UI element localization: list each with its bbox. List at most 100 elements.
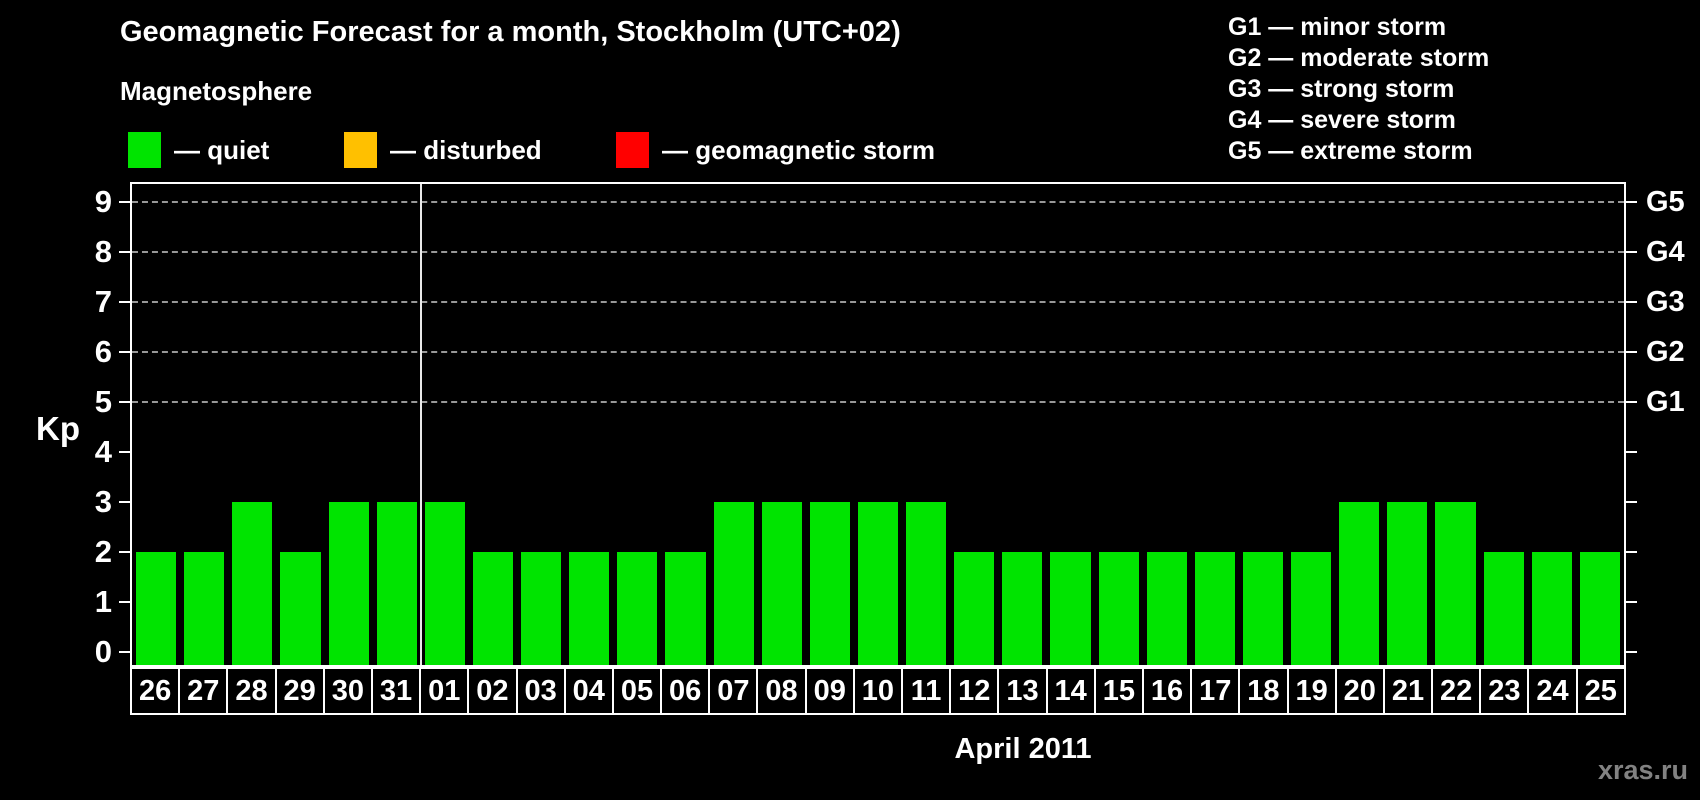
day-cell-29: 29 (276, 667, 325, 715)
kp-bar-day-21 (1387, 502, 1428, 665)
y-tick-label-9: 9 (94, 184, 112, 219)
day-cell-08: 08 (758, 667, 807, 715)
legend-swatch-quiet (128, 132, 161, 168)
y-axis-title: Kp (36, 410, 80, 447)
day-cell-05: 05 (613, 667, 663, 715)
legend-swatch-geomagnetic-storm (616, 132, 649, 168)
left-tick-kp9 (119, 201, 130, 203)
kp-bar-day-13 (1002, 552, 1043, 665)
kp-bar-day-04 (569, 552, 610, 665)
x-axis-month-label: April 2011 (954, 733, 1092, 765)
gridline-kp8 (132, 251, 1624, 253)
day-cell-01: 01 (421, 667, 470, 715)
day-cell-20: 20 (1336, 667, 1385, 715)
g-scale-label-G4: G4 (1646, 236, 1685, 268)
left-tick-kp3 (119, 501, 130, 503)
left-tick-kp2 (119, 551, 130, 553)
y-tick-label-8: 8 (94, 234, 112, 269)
gridline-kp9 (132, 201, 1624, 203)
right-tick-kp9 (1626, 201, 1637, 203)
right-tick-kp4 (1626, 451, 1637, 453)
storm-scale-item-g4: G4 — severe storm (1228, 106, 1456, 134)
day-cell-19: 19 (1288, 667, 1337, 715)
kp-bar-day-01 (424, 502, 465, 665)
left-tick-kp6 (119, 351, 130, 353)
day-cell-09: 09 (806, 667, 855, 715)
kp-bar-day-06 (665, 552, 706, 665)
right-tick-kp6 (1626, 351, 1637, 353)
kp-bar-day-31 (376, 502, 417, 665)
kp-bar-day-10 (857, 502, 899, 665)
day-cell-07: 07 (710, 667, 759, 715)
y-tick-label-3: 3 (94, 484, 112, 519)
kp-bar-day-19 (1291, 552, 1332, 665)
y-tick-label-7: 7 (94, 284, 112, 319)
gridline-kp7 (132, 301, 1624, 303)
day-cell-16: 16 (1143, 667, 1193, 715)
y-tick-label-2: 2 (94, 534, 112, 569)
right-tick-kp0 (1626, 651, 1637, 653)
legend-item-geomagnetic-storm: — geomagnetic storm (616, 132, 935, 168)
day-cell-02: 02 (469, 667, 518, 715)
legend-label-geomagnetic-storm: — geomagnetic storm (662, 134, 936, 165)
kp-bar-day-17 (1194, 552, 1235, 665)
kp-bar-day-15 (1098, 552, 1139, 665)
g-scale-label-G1: G1 (1646, 386, 1685, 418)
day-cell-22: 22 (1433, 667, 1482, 715)
day-cell-30: 30 (324, 667, 373, 715)
y-tick-label-4: 4 (94, 434, 112, 469)
g-scale-label-G5: G5 (1646, 186, 1685, 218)
right-tick-kp2 (1626, 551, 1637, 553)
month-separator-line (419, 184, 422, 665)
kp-bar-day-30 (328, 502, 369, 665)
legend-swatch-disturbed (344, 132, 377, 168)
kp-bar-day-26 (136, 552, 177, 665)
kp-bar-day-28 (232, 502, 273, 665)
g-scale-label-G2: G2 (1646, 336, 1685, 368)
day-cell-24: 24 (1529, 667, 1578, 715)
day-cell-11: 11 (903, 667, 952, 715)
gridline-kp5 (132, 401, 1624, 403)
day-cell-18: 18 (1240, 667, 1289, 715)
day-cell-10: 10 (854, 667, 903, 715)
legend-item-quiet: — quiet (128, 132, 269, 168)
day-cell-14: 14 (1047, 667, 1096, 715)
kp-bar-day-05 (617, 552, 658, 665)
storm-scale-item-g1: G1 — minor storm (1228, 13, 1447, 41)
left-tick-kp1 (119, 601, 130, 603)
left-tick-kp0 (119, 651, 130, 653)
day-cell-31: 31 (372, 667, 422, 715)
y-tick-label-0: 0 (94, 634, 112, 669)
kp-bar-day-14 (1050, 552, 1091, 665)
day-cell-21: 21 (1384, 667, 1434, 715)
day-cell-03: 03 (517, 667, 566, 715)
day-cell-23: 23 (1481, 667, 1530, 715)
right-tick-kp8 (1626, 251, 1637, 253)
left-tick-kp4 (119, 451, 130, 453)
storm-scale-item-g3: G3 — strong storm (1228, 75, 1455, 103)
storm-scale-item-g2: G2 — moderate storm (1228, 44, 1490, 72)
kp-bar-day-24 (1531, 552, 1572, 665)
kp-bar-day-20 (1339, 502, 1380, 665)
day-axis-labels: 26 27 28 29 30 31 01 02 03 04 05 06 07 08 09 10 11 12 13 14… (130, 667, 1626, 715)
legend-item-disturbed: — disturbed (344, 132, 542, 168)
day-cell-27: 27 (180, 667, 229, 715)
day-cell-12: 12 (951, 667, 1000, 715)
kp-bar-day-07 (713, 502, 754, 665)
chart-title: Geomagnetic Forecast for a month, Stockh… (120, 16, 901, 48)
g-scale-label-G3: G3 (1646, 286, 1685, 318)
kp-bar-day-23 (1483, 552, 1524, 665)
y-tick-label-5: 5 (94, 384, 112, 419)
day-cell-04: 04 (565, 667, 614, 715)
storm-scale-legend: G1 — minor storm G2 — moderate storm G3 — … (1228, 12, 1489, 167)
kp-bar-day-02 (472, 552, 514, 665)
kp-bar-day-11 (906, 502, 947, 665)
day-cell-15: 15 (1095, 667, 1144, 715)
kp-bar-day-09 (809, 502, 850, 665)
magnetosphere-subtitle: Magnetosphere (120, 76, 313, 106)
right-tick-kp1 (1626, 601, 1637, 603)
kp-bar-day-27 (184, 552, 225, 665)
right-tick-kp5 (1626, 401, 1637, 403)
watermark: xras.ru (1597, 755, 1688, 785)
